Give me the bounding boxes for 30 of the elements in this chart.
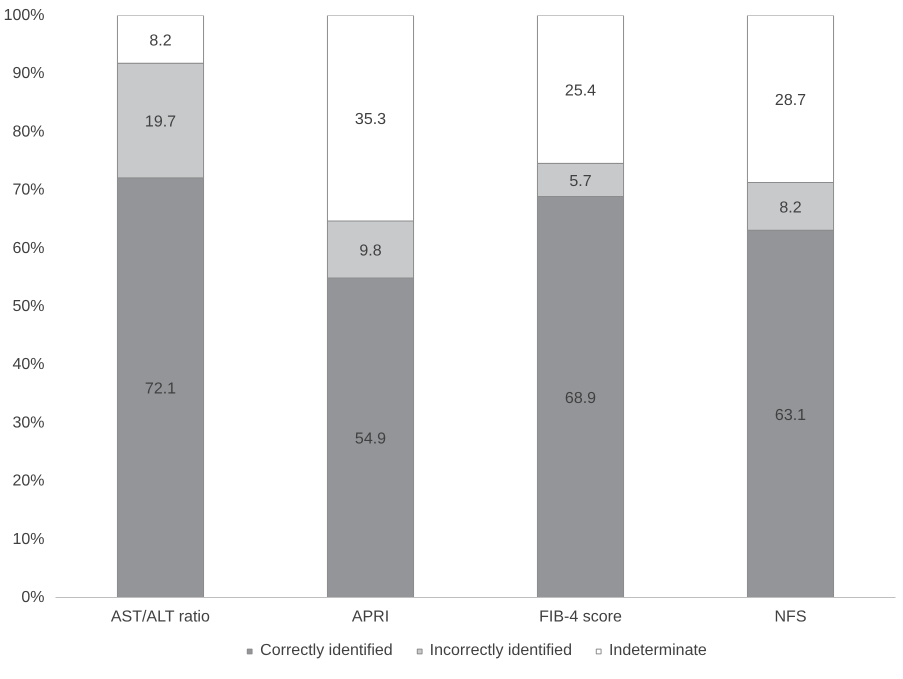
x-tick-label: NFS xyxy=(774,608,806,626)
y-tick-label: 100% xyxy=(4,7,44,24)
x-tick-label: AST/ALT ratio xyxy=(110,608,210,626)
y-tick-label: 50% xyxy=(12,298,45,315)
data-label: 72.1 xyxy=(144,380,176,398)
data-label: 25.4 xyxy=(564,82,596,100)
data-label: 5.7 xyxy=(569,172,592,190)
data-label: 8.2 xyxy=(779,199,802,216)
data-label: 28.7 xyxy=(774,92,806,110)
data-label: 63.1 xyxy=(774,406,806,424)
legend-label: Correctly identified xyxy=(260,642,393,660)
y-tick-label: 0% xyxy=(21,589,44,606)
x-tick-label: FIB-4 score xyxy=(539,608,622,626)
data-label: 54.9 xyxy=(354,430,386,448)
data-label: 19.7 xyxy=(144,114,176,131)
y-tick-label: 30% xyxy=(12,414,45,432)
y-tick-label: 40% xyxy=(12,356,45,374)
x-tick-label: APRI xyxy=(352,608,390,626)
legend-label: Indeterminate xyxy=(608,642,707,660)
data-label: 35.3 xyxy=(354,111,386,128)
y-tick-label: 60% xyxy=(12,240,45,257)
y-tick-label: 90% xyxy=(12,65,45,82)
data-label: 9.8 xyxy=(359,242,382,260)
legend-label: Incorrectly identified xyxy=(430,642,572,660)
y-tick-label: 80% xyxy=(12,123,45,140)
data-label: 68.9 xyxy=(564,390,596,407)
y-tick-label: 10% xyxy=(12,530,45,548)
data-label: 8.2 xyxy=(149,32,172,50)
y-tick-label: 70% xyxy=(12,182,45,199)
y-tick-label: 20% xyxy=(12,472,45,490)
